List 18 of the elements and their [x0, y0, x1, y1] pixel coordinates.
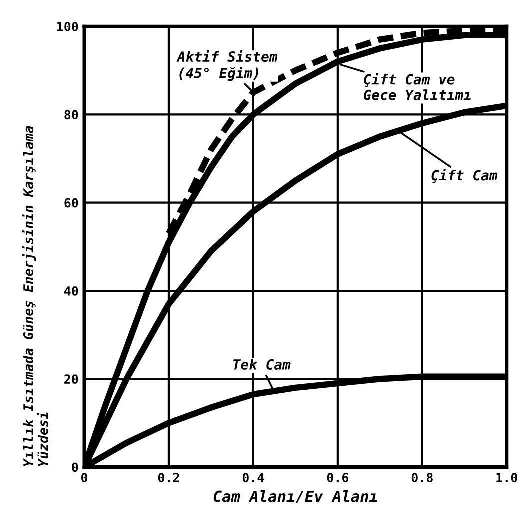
y-tick-label: 80 — [64, 110, 78, 120]
y-tick-label: 0 — [72, 462, 78, 472]
x-tick-label: 1.0 — [496, 473, 518, 483]
y-tick-label: 20 — [64, 374, 78, 384]
annotation: Çift Cam ve Gece Yalıtımı — [364, 73, 471, 100]
x-tick-label: 0.6 — [327, 473, 349, 483]
y-tick-label: 100 — [57, 22, 78, 32]
x-tick-label: 0.8 — [412, 473, 433, 483]
annotation: Tek Cam — [234, 359, 291, 370]
x-axis-title: Cam Alanı/Ev Alanı — [214, 490, 378, 504]
x-tick-label: 0 — [81, 473, 88, 483]
y-axis-title: Yıllık Isıtmada Güneş Enerjisinin Karşılama Yüzdesi — [22, 126, 48, 466]
x-tick-label: 0.2 — [158, 473, 180, 483]
x-tick-label: 0.4 — [242, 473, 264, 483]
annotation: Aktif Sistem (45° Eğim) — [176, 50, 278, 82]
y-tick-label: 40 — [64, 286, 78, 296]
y-tick-label: 60 — [64, 198, 78, 208]
annotation: Çift Cam — [432, 169, 498, 184]
